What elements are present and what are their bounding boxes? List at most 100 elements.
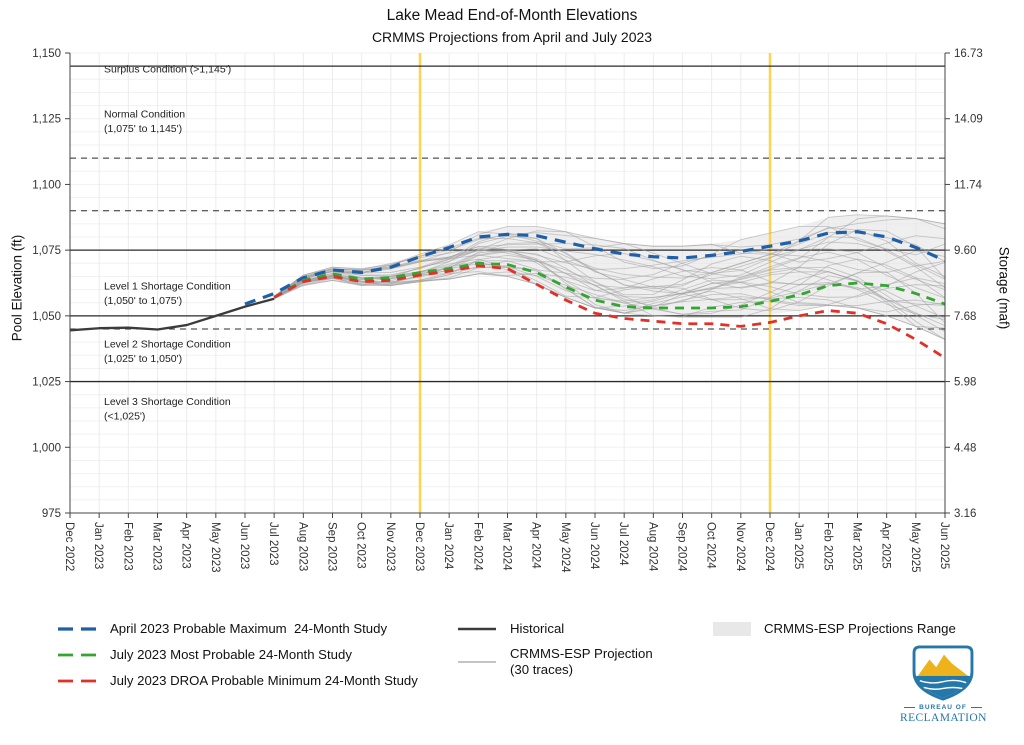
svg-text:Nov 2024: Nov 2024 [734, 522, 746, 572]
svg-text:Jul 2023: Jul 2023 [267, 522, 279, 565]
chart-header: Lake Mead End-of-Month Elevations CRMMS … [0, 0, 1024, 45]
series-july-2023-most-probable [273, 261, 946, 310]
legend-label-esp-projection-line2: (30 traces) [510, 662, 574, 677]
esp-trace [273, 241, 946, 298]
svg-text:1,025: 1,025 [32, 377, 61, 389]
esp-trace [273, 260, 946, 314]
svg-text:1,125: 1,125 [32, 114, 61, 126]
zone-label: Level 2 Shortage Condition [104, 338, 231, 350]
legend-label-esp-range: CRMMS-ESP Projections Range [764, 621, 956, 636]
series-historical [69, 297, 275, 332]
svg-text:Mar 2023: Mar 2023 [151, 522, 163, 571]
zone-label: Normal Condition [104, 108, 185, 120]
y-axis-title-left: Pool Elevation (ft) [9, 234, 25, 342]
legend-label-july-most-probable: July 2023 Most Probable 24-Month Study [110, 647, 352, 662]
page-subtitle: CRMMS Projections from April and July 20… [371, 29, 653, 45]
legend-swatch-esp-projection-icon [458, 661, 496, 663]
svg-text:May 2025: May 2025 [909, 522, 921, 573]
esp-trace [273, 218, 946, 297]
esp-trace [273, 248, 946, 298]
svg-text:9.60: 9.60 [954, 245, 976, 257]
svg-text:975: 975 [42, 508, 61, 520]
legend-item-july-most-probable: July 2023 Most Probable 24-Month Study [58, 646, 418, 663]
zone-label: (<1,025') [104, 411, 145, 423]
svg-text:1,150: 1,150 [32, 48, 61, 60]
usbr-bureau-text: BUREAU OF [919, 704, 967, 711]
y-axis-title-right: Storage (maf) [996, 246, 1012, 330]
svg-text:1,100: 1,100 [32, 179, 61, 191]
legend-swatch-july-most-probable-icon [58, 653, 96, 656]
legend-label-esp-projection-line1: CRMMS-ESP Projection [510, 646, 653, 661]
zone-label: Level 1 Shortage Condition [104, 281, 231, 293]
zone-labels: Surplus Condition (>1,145') Normal Condit… [104, 64, 231, 423]
series-april-2023-probable-maximum [244, 230, 946, 306]
legend-column-range: CRMMS-ESP Projections Range [712, 620, 956, 646]
y-axis-right: 3.16 4.48 5.98 7.68 9.60 11.74 14.09 16.73 [945, 48, 983, 520]
usbr-bureau-line: BUREAU OF [900, 704, 986, 711]
svg-text:Feb 2023: Feb 2023 [121, 522, 133, 571]
svg-text:May 2023: May 2023 [209, 522, 221, 573]
svg-text:Jan 2023: Jan 2023 [92, 522, 104, 569]
logo-dash-right [970, 707, 982, 708]
esp-trace [273, 214, 946, 297]
esp-trace [273, 226, 946, 297]
legend-label-historical: Historical [510, 621, 565, 636]
svg-text:Aug 2024: Aug 2024 [646, 522, 658, 572]
svg-text:Oct 2024: Oct 2024 [705, 522, 717, 569]
svg-text:Apr 2025: Apr 2025 [880, 522, 892, 569]
svg-text:May 2024: May 2024 [559, 522, 571, 573]
zone-label: Level 3 Shortage Condition [104, 396, 231, 408]
zone-label: (1,025' to 1,050') [104, 353, 182, 365]
usbr-logo: BUREAU OF RECLAMATION [900, 645, 986, 724]
legend-column-historical-esp: Historical CRMMS-ESP Projection (30 trac… [458, 620, 653, 687]
svg-text:Aug 2023: Aug 2023 [296, 522, 308, 571]
svg-text:Apr 2023: Apr 2023 [180, 522, 192, 569]
zone-label: (1,075' to 1,145') [104, 123, 182, 135]
svg-text:Sep 2023: Sep 2023 [326, 522, 338, 571]
legend-column-studies: April 2023 Probable Maximum 24-Month Stu… [58, 620, 418, 698]
legend-item-april-max: April 2023 Probable Maximum 24-Month Stu… [58, 620, 418, 637]
elevation-chart: 975 1,000 1,025 1,050 1,075 1,100 1,125 1,150 3.… [32, 48, 983, 573]
svg-text:Jan 2024: Jan 2024 [442, 522, 454, 570]
svg-text:Jul 2024: Jul 2024 [617, 522, 629, 566]
legend-item-july-droa-min: July 2023 DROA Probable Minimum 24-Month… [58, 672, 418, 689]
legend-swatch-historical-icon [458, 627, 496, 630]
page-title: Lake Mead End-of-Month Elevations [386, 7, 638, 24]
usbr-name-text: RECLAMATION [900, 712, 987, 724]
svg-text:Dec 2024: Dec 2024 [763, 522, 775, 572]
svg-text:11.74: 11.74 [954, 179, 983, 191]
esp-trace [273, 242, 946, 298]
legend-swatch-july-droa-min-icon [58, 679, 96, 682]
svg-text:Jun 2025: Jun 2025 [938, 522, 950, 569]
svg-text:Jun 2023: Jun 2023 [238, 522, 250, 569]
svg-text:Oct 2023: Oct 2023 [355, 522, 367, 569]
series-july-2023-droa-probable-minimum [273, 264, 946, 360]
logo-dash-left [904, 707, 916, 708]
x-axis: Dec 2022 Jan 2023 Feb 2023 Mar 2023 Apr 2023… [63, 513, 950, 573]
legend-label-esp-projection: CRMMS-ESP Projection (30 traces) [510, 646, 653, 678]
svg-text:Sep 2024: Sep 2024 [676, 522, 688, 572]
svg-text:Feb 2024: Feb 2024 [471, 522, 483, 571]
legend-item-esp-projection: CRMMS-ESP Projection (30 traces) [458, 646, 653, 678]
esp-trace [273, 254, 946, 314]
esp-trace [273, 232, 946, 298]
svg-text:Feb 2025: Feb 2025 [821, 522, 833, 571]
svg-text:1,050: 1,050 [32, 311, 61, 323]
svg-text:Mar 2025: Mar 2025 [851, 522, 863, 571]
usbr-shield-icon [912, 645, 974, 701]
svg-text:7.68: 7.68 [954, 311, 976, 323]
legend-item-historical: Historical [458, 620, 653, 637]
svg-text:Jan 2025: Jan 2025 [792, 522, 804, 569]
zone-label: Surplus Condition (>1,145') [104, 64, 231, 76]
series-lines [69, 230, 946, 360]
svg-text:Dec 2023: Dec 2023 [413, 522, 425, 571]
svg-text:1,000: 1,000 [32, 442, 61, 454]
svg-text:Mar 2024: Mar 2024 [501, 522, 513, 571]
legend-label-april-max: April 2023 Probable Maximum 24-Month Stu… [110, 621, 388, 636]
svg-text:16.73: 16.73 [954, 48, 983, 60]
svg-text:14.09: 14.09 [954, 114, 983, 126]
legend-swatch-april-max-icon [58, 626, 96, 631]
legend-item-esp-range: CRMMS-ESP Projections Range [712, 620, 956, 637]
legend-label-july-droa-min: July 2023 DROA Probable Minimum 24-Month… [110, 673, 418, 688]
svg-text:Jun 2024: Jun 2024 [588, 522, 600, 570]
